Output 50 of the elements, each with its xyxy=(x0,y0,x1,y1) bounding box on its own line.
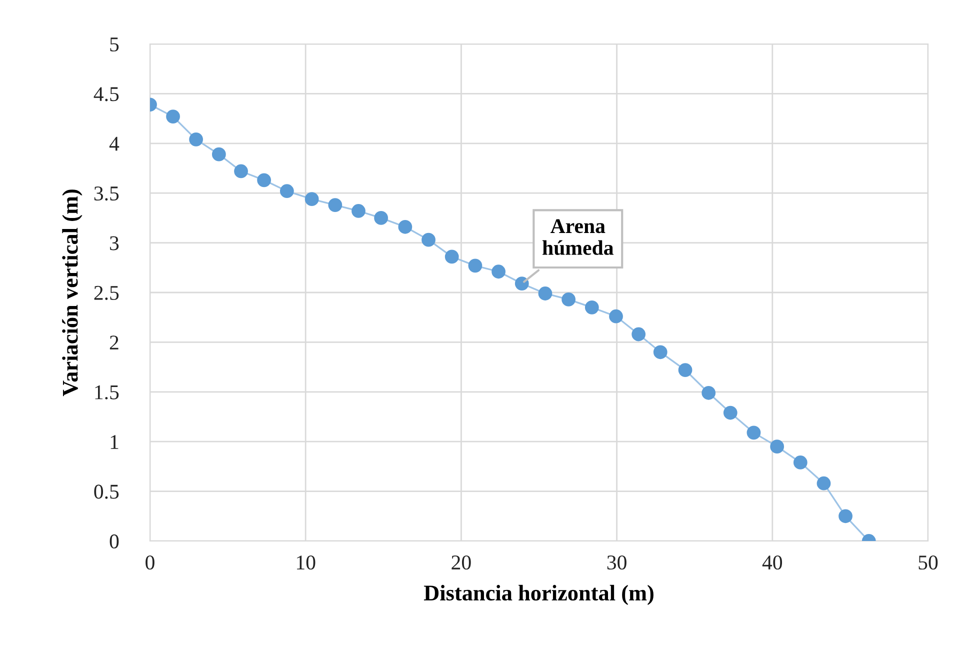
x-tick-label: 20 xyxy=(452,555,471,570)
point xyxy=(538,286,552,300)
point xyxy=(514,276,529,290)
point xyxy=(793,456,808,470)
point xyxy=(678,363,692,377)
point xyxy=(468,258,482,273)
point xyxy=(444,250,459,264)
point xyxy=(352,204,366,218)
point xyxy=(234,164,248,178)
y-tick-label: 2.5 xyxy=(94,286,119,300)
point xyxy=(770,440,784,454)
x-tick-label: 10 xyxy=(297,555,316,570)
point xyxy=(166,110,180,124)
point xyxy=(723,406,738,420)
point xyxy=(746,426,761,440)
point xyxy=(653,345,668,360)
y-tick-label: 3.5 xyxy=(94,186,119,201)
point xyxy=(280,184,294,198)
point xyxy=(584,300,599,314)
point xyxy=(702,386,716,400)
point xyxy=(212,147,226,162)
y-tick-label: 4.5 xyxy=(94,87,119,102)
point xyxy=(838,509,852,524)
y-tick-label: 1.5 xyxy=(95,385,119,400)
y-axis-title: Variación vertical (m) xyxy=(62,190,82,396)
point xyxy=(492,264,506,279)
y-tick-label: 0 xyxy=(110,534,119,548)
annotation: Arena húmeda xyxy=(542,219,614,255)
point xyxy=(374,211,388,225)
point xyxy=(562,292,576,306)
x-tick-label: 40 xyxy=(762,555,782,570)
y-tick-label: 3 xyxy=(110,236,119,250)
point xyxy=(328,198,342,212)
point xyxy=(189,132,203,146)
y-tick-label: 1 xyxy=(110,435,118,449)
y-tick-label: 2 xyxy=(110,336,118,350)
point xyxy=(398,220,412,234)
point xyxy=(632,327,646,342)
x-axis-title: Distancia horizontal (m) xyxy=(424,584,654,606)
y-tick-label: 4 xyxy=(109,136,120,151)
x-tick-label: 0 xyxy=(146,555,154,570)
y-tick-label: 5 xyxy=(110,38,119,52)
x-tick-label: 30 xyxy=(607,555,626,570)
y-tick-label: 0.5 xyxy=(94,484,119,499)
point xyxy=(816,476,831,490)
point xyxy=(422,232,436,247)
point xyxy=(609,309,623,324)
point xyxy=(304,192,319,206)
x-tick-label: 50 xyxy=(918,555,938,570)
point xyxy=(257,173,271,188)
